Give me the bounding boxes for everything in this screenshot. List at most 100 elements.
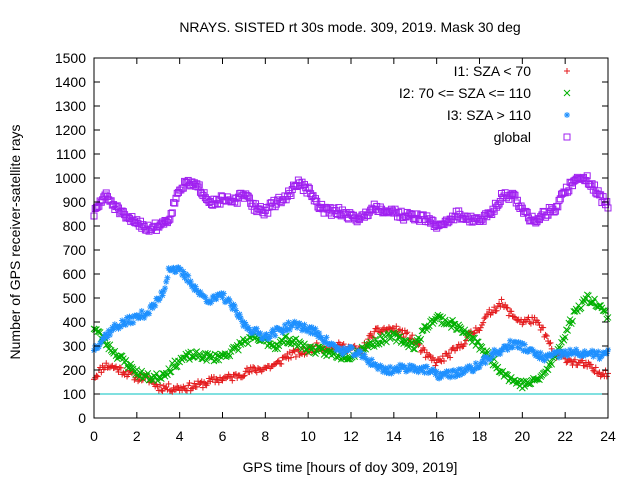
series-2-point [449,316,456,324]
series-2-point [173,363,181,370]
series-3-point [482,360,489,367]
x-tick-label: 6 [219,428,227,444]
x-tick-label: 2 [133,428,141,444]
series-1-point [103,360,110,367]
series-4-point [506,191,514,199]
series-3-point [185,272,192,279]
series-4-point [102,189,110,197]
legend: I1: SZA < 70 I2: 70 <= SZA <= 110 I3: SZA … [399,63,571,145]
series-1-point [592,364,599,371]
series-4-point [435,221,443,229]
series-3-point [213,296,220,303]
series-2-point [520,377,527,385]
series-2-point [392,337,400,345]
series-4-point [335,204,343,212]
series-2-point [474,338,482,346]
y-axis-label: Number of GPS receiver-satellite rays [7,125,23,360]
series-1-point [197,379,204,386]
series-2-point [166,368,174,376]
series-4-point [385,209,393,217]
series-4-point [243,192,251,200]
series-4-point [511,191,519,199]
series-1-point [543,332,550,339]
legend-marker [563,133,571,141]
series-3-point [489,353,496,360]
x-tick-label: 20 [515,428,531,444]
series-1-point [248,368,255,375]
series-2-point [391,330,399,338]
series-3-point [272,332,279,339]
x-tick-label: 10 [300,428,316,444]
series-4-point [367,206,375,214]
series-1-point [498,296,505,303]
series-4-point [517,202,525,210]
series-4-point [174,188,182,196]
series-4-point [347,210,355,218]
series-1-point [231,371,238,378]
series-4-point [162,218,170,226]
series-1-point [404,329,411,336]
series-4-point [286,189,294,197]
series-1-point [278,360,285,367]
series-3-point [122,321,129,328]
series-1-point [491,304,498,311]
series-3-point [157,295,164,302]
series-1-point [502,301,509,308]
y-tick-label: 600 [63,266,87,282]
series-1-point [480,319,487,326]
series-3-point [349,344,356,351]
series-4-point [95,202,103,210]
series-2-point [577,304,585,312]
series-4-point [449,212,457,220]
series-1-point [504,304,511,311]
series-4-point [117,208,125,216]
series-4-point [592,189,600,197]
series-1-point [229,377,236,384]
series-4-point [463,213,471,221]
series-2-point [165,365,173,372]
axes-layer: 0100200300400500600700800900100011001200… [55,50,616,444]
x-axis-label: GPS time [hours of doy 309, 2019] [243,459,458,475]
series-4-point [190,179,198,187]
series-4-point [599,193,607,201]
series-2-point [591,295,598,303]
series-3-point [357,348,364,355]
series-4 [90,172,612,235]
series-4-point [456,210,464,218]
y-tick-label: 500 [63,290,87,306]
series-2-point [203,357,210,364]
series-4-point [487,209,495,217]
series-2-point [430,317,438,325]
series-2-point [244,340,252,348]
series-4-point [591,181,599,189]
chart-title: NRAYS. SISTED rt 30s mode. 309, 2019. Ma… [179,19,520,35]
series-2-point [544,366,552,374]
series-3-point [161,285,168,292]
series-3-point [187,278,194,285]
series-1-point [403,330,410,337]
series-1-point [445,350,452,357]
series-2-point [122,356,130,364]
legend-label: global [494,129,531,145]
series-4-point [285,187,293,195]
series-1-point [113,363,120,370]
series-3-point [395,368,402,375]
series-1-point [275,357,282,364]
series-4-point [534,215,542,223]
series-2-point [417,335,425,343]
series-4-point [165,216,173,224]
series-3-point [231,302,238,309]
series-4-point [395,208,403,216]
series-3-point [163,278,170,285]
series-1-point [461,340,468,347]
series-4-point [490,207,498,215]
series-4-point [505,195,513,203]
series-3-point [253,325,260,332]
series-1-point [535,319,542,326]
series-2-point [473,338,481,345]
series-2-point [318,345,325,353]
series-1-point [510,313,517,320]
series-4-point [260,211,268,219]
series-1-point [250,364,257,371]
series-1-point [540,324,547,331]
